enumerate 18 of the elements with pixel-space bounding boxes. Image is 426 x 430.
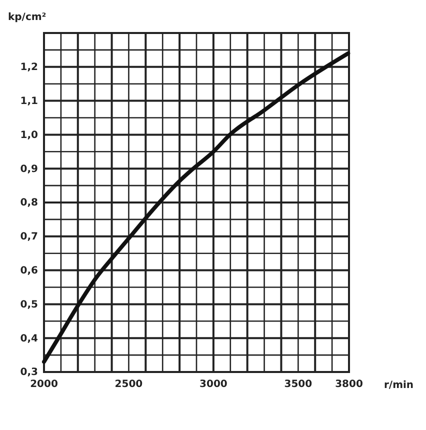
y-tick-label: 0,3 — [20, 367, 38, 378]
x-tick-label: 3500 — [284, 379, 312, 390]
x-axis-title: r/min — [384, 380, 414, 391]
y-tick-label: 0,5 — [20, 299, 38, 310]
y-tick-label: 0,4 — [20, 333, 38, 344]
x-tick-label: 3000 — [200, 379, 228, 390]
y-tick-label: 1,0 — [20, 130, 38, 141]
line-series — [42, 51, 350, 364]
x-tick-label: 3800 — [335, 379, 363, 390]
x-tick-label: 2500 — [114, 379, 143, 390]
y-tick-label: 0,9 — [20, 164, 38, 175]
y-tick-label: 1,2 — [20, 62, 38, 74]
y-axis-title: kp/cm² — [8, 12, 46, 23]
y-tick-label: 0,8 — [20, 198, 38, 209]
y-tick-label: 0,6 — [20, 266, 38, 276]
y-tick-label: 0,7 — [20, 232, 38, 243]
y-tick-label: 1,1 — [20, 96, 38, 107]
x-tick-label: 2000 — [30, 379, 58, 390]
